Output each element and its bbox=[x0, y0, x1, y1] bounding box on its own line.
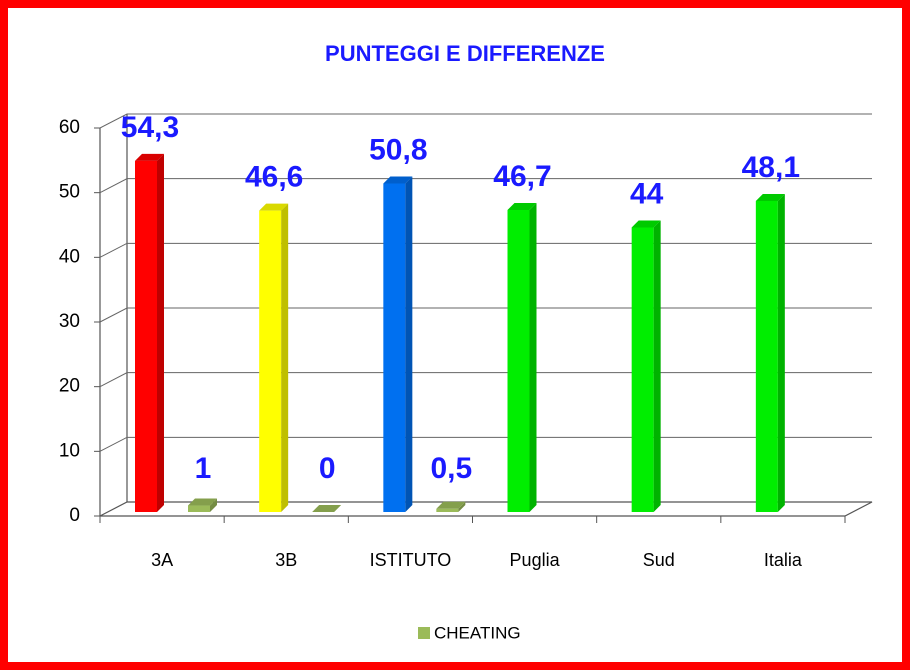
bar-side bbox=[458, 501, 466, 512]
bar bbox=[312, 505, 342, 512]
bar bbox=[507, 203, 537, 513]
data-label: 44 bbox=[630, 177, 664, 210]
bar-front bbox=[755, 200, 778, 512]
data-label: 46,6 bbox=[245, 161, 303, 194]
y-tick-label: 0 bbox=[69, 505, 80, 526]
y-tick-label: 20 bbox=[59, 376, 80, 397]
bar bbox=[755, 193, 785, 512]
bar-top bbox=[436, 501, 466, 509]
bar-front bbox=[436, 508, 459, 512]
bar-front bbox=[507, 210, 530, 513]
x-tick-label: 3B bbox=[275, 550, 297, 570]
bar-top bbox=[312, 505, 342, 512]
bar-top bbox=[755, 193, 785, 201]
x-tick-label: Italia bbox=[764, 550, 803, 570]
grid-line bbox=[99, 436, 872, 452]
bar bbox=[436, 501, 466, 512]
bar bbox=[188, 498, 217, 512]
bar-side bbox=[405, 176, 413, 512]
bar-side bbox=[157, 153, 164, 513]
data-label: 0,5 bbox=[430, 452, 472, 485]
bar-front bbox=[383, 183, 406, 512]
bar-front bbox=[259, 210, 282, 513]
y-tick-label: 60 bbox=[59, 117, 80, 138]
bar-front bbox=[188, 505, 210, 512]
bar-front bbox=[135, 160, 157, 513]
legend-label: CHEATING bbox=[434, 623, 521, 642]
grid-line bbox=[99, 372, 872, 388]
y-tick-label: 50 bbox=[59, 182, 80, 203]
bar-side bbox=[281, 203, 289, 513]
y-tick-label: 40 bbox=[59, 246, 80, 267]
bar-top bbox=[135, 153, 164, 161]
bar bbox=[631, 220, 661, 512]
y-tick-label: 10 bbox=[59, 440, 80, 461]
bar bbox=[259, 203, 289, 513]
x-tick-label: 3A bbox=[151, 550, 173, 570]
bar-front bbox=[631, 227, 654, 512]
x-tick-label: Puglia bbox=[510, 550, 561, 570]
chart-title: PUNTEGGI E DIFFERENZE bbox=[325, 41, 605, 66]
bar-side bbox=[529, 203, 537, 513]
bar-side bbox=[777, 193, 785, 512]
bar-top bbox=[631, 220, 661, 228]
x-tick-label: Sud bbox=[643, 550, 675, 570]
bar bbox=[135, 153, 164, 513]
bar-top bbox=[188, 498, 217, 506]
grid-line bbox=[99, 178, 872, 194]
data-label: 50,8 bbox=[369, 133, 427, 166]
grid-line bbox=[99, 113, 872, 129]
grid-line bbox=[99, 242, 872, 258]
x-tick-label: ISTITUTO bbox=[370, 550, 452, 570]
data-label: 0 bbox=[319, 452, 336, 485]
data-label: 46,7 bbox=[493, 160, 551, 193]
grid-line bbox=[99, 307, 872, 323]
data-label: 54,3 bbox=[121, 111, 179, 144]
bar-top bbox=[259, 203, 289, 211]
bar-side bbox=[210, 498, 217, 512]
y-tick-label: 30 bbox=[59, 311, 80, 332]
legend-swatch bbox=[418, 627, 430, 639]
bar-side bbox=[653, 220, 661, 512]
data-label: 1 bbox=[195, 452, 212, 485]
data-label: 48,1 bbox=[742, 151, 800, 184]
bar-top bbox=[383, 176, 413, 184]
bar-top bbox=[507, 203, 537, 211]
bar bbox=[383, 176, 413, 512]
